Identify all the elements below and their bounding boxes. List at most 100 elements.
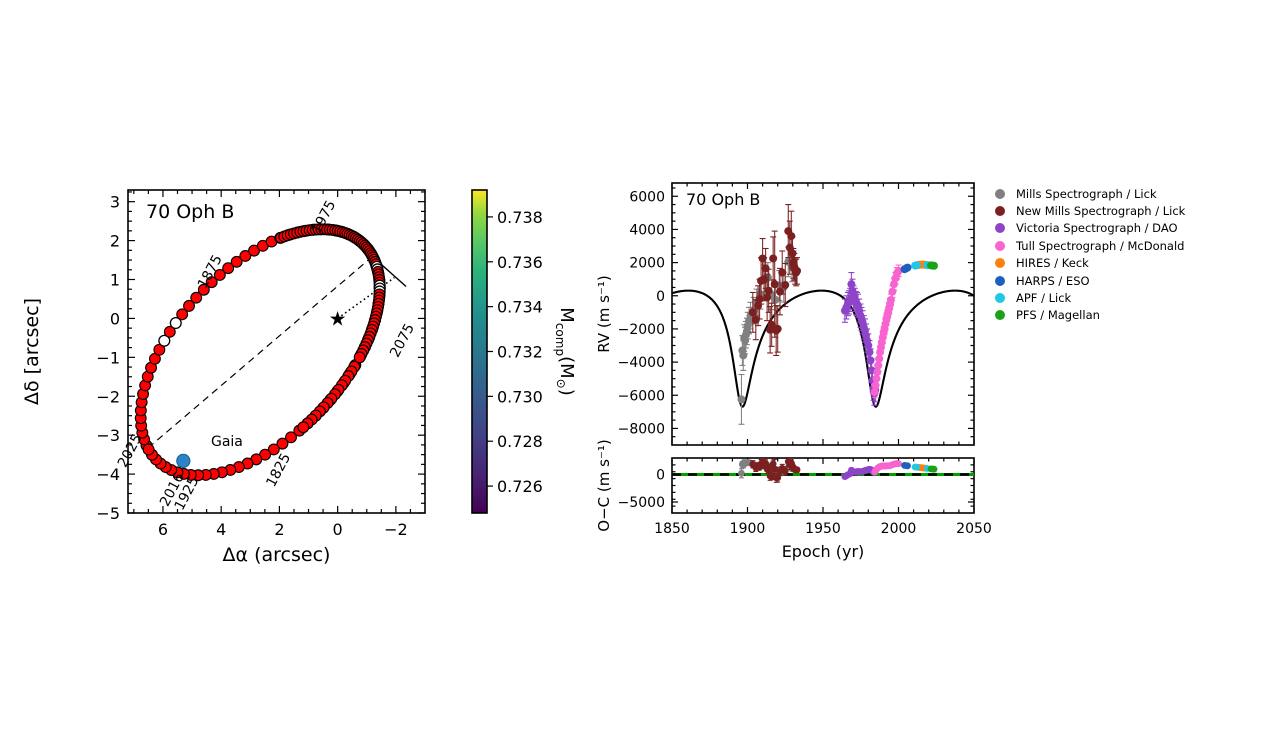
astrometry-data-point (205, 276, 218, 289)
rv-data-point (737, 395, 746, 404)
oc-xtick-label: 1850 (654, 521, 690, 537)
legend-item-label: Tull Spectrograph / McDonald (1016, 238, 1185, 253)
legend-item: Tull Spectrograph / McDonald (995, 237, 1255, 254)
rv-data-point (787, 232, 796, 241)
rv-data-point (773, 324, 782, 333)
astrometry-data-point (222, 262, 235, 275)
legend-color-swatch (995, 188, 1005, 199)
rv-data-point (870, 387, 879, 396)
oc-xtick-label: 1900 (730, 521, 766, 537)
predicted-position-marker (158, 334, 171, 347)
orbit-ytick-label: 2 (110, 232, 120, 251)
orbit-ytick-label: −1 (96, 348, 120, 367)
legend-item-label: HIRES / Keck (1016, 256, 1089, 271)
rv-data-point (929, 261, 938, 270)
oc-data-point (765, 465, 773, 472)
legend-color-swatch (995, 275, 1005, 286)
astrometric-orbit-panel: 6 4 2 0 −2 3 2 1 0 −1 −2 −3 −4 −5 Δα (arcsec) Δδ [arcse… (21, 189, 426, 566)
legend-color-swatch (995, 293, 1005, 304)
rv-data-point (771, 295, 780, 304)
rv-data-point (874, 361, 883, 370)
oc-xtick-label: 2050 (956, 521, 992, 537)
radial-velocity-panel: 6000 4000 2000 0 −2000 −4000 −6000 −8000 0 −5000 1… (595, 182, 992, 561)
legend-item: HIRES / Keck (995, 255, 1255, 272)
orbit-xaxis-label: Δα (arcsec) (223, 544, 331, 566)
legend-item: Mills Spectrograph / Lick (995, 185, 1255, 202)
astrometry-data-point (297, 421, 310, 434)
orbit-ytick-label: −4 (96, 465, 120, 484)
legend-item-label: Victoria Spectrograph / DAO (1016, 221, 1178, 236)
astrometry-data-point (190, 291, 203, 304)
rv-model-curve (672, 289, 974, 408)
orbit-panel-title: 70 Oph B (146, 201, 234, 223)
orbit-ytick-label: 0 (110, 309, 120, 328)
orbit-ytick-label: −3 (96, 426, 120, 445)
rv-ytick-label: −6000 (618, 388, 665, 404)
rv-data-point (793, 266, 802, 275)
oc-residual-points (738, 458, 938, 483)
rv-ytick-label: 4000 (629, 222, 665, 238)
astrometry-data-point (183, 299, 195, 312)
svg-text:Mcomp(M⊙): Mcomp(M⊙) (553, 307, 577, 395)
rv-panel-title: 70 Oph B (686, 190, 760, 209)
oc-data-point (771, 465, 779, 473)
oc-data-point (895, 460, 902, 468)
astrometry-data-point (176, 308, 189, 321)
orbit-xtick-label: 2 (274, 520, 284, 539)
colorbar-tick-label: 0.730 (497, 387, 543, 406)
colorbar-axis-label: Mcomp(M⊙) (553, 307, 577, 395)
colorbar-tick-label: 0.732 (497, 343, 543, 362)
rv-data-point (778, 268, 787, 277)
rv-data-point (763, 293, 772, 302)
orbit-xtick-label: −2 (384, 520, 408, 539)
legend-color-swatch (995, 240, 1005, 251)
rv-data-point (767, 320, 776, 329)
rv-ytick-label: 6000 (629, 189, 665, 205)
rv-data-point (769, 254, 778, 263)
orbit-xtick-label: 6 (158, 520, 168, 539)
astrometry-data-point (163, 325, 176, 338)
rv-data-point (866, 356, 875, 365)
astrometry-data-point (230, 255, 243, 268)
legend-item: APF / Lick (995, 289, 1255, 306)
oc-xtick-label: 2000 (881, 521, 917, 537)
legend-color-swatch (995, 310, 1005, 321)
oc-data-point (930, 465, 938, 473)
astrometry-data-point (239, 250, 252, 262)
rv-data-point (888, 287, 897, 296)
colorbar-tick-label: 0.734 (497, 298, 543, 317)
astrometry-data-point (285, 431, 297, 444)
orbit-xtick-label: 0 (333, 520, 343, 539)
rv-data-point (764, 286, 773, 295)
legend-item: Victoria Spectrograph / DAO (995, 220, 1255, 237)
line-of-nodes (147, 255, 373, 449)
rv-ytick-label: −8000 (618, 421, 665, 437)
orbit-ytick-label: 3 (110, 193, 120, 212)
colorbar-tick-label: 0.728 (497, 432, 543, 451)
rv-data-point (755, 295, 764, 304)
oc-data-point (904, 462, 911, 470)
rv-plot-frame (671, 182, 975, 446)
colorbar-tick-label: 0.736 (497, 253, 543, 272)
rv-data-point (739, 351, 748, 360)
oc-data-point (913, 463, 921, 471)
colorbar-tick-label: 0.738 (497, 208, 543, 227)
rv-data-point (875, 354, 884, 363)
legend-color-swatch (995, 258, 1005, 269)
legend-color-swatch (995, 206, 1005, 217)
oc-yaxis-label: O−C (m s⁻¹) (595, 439, 613, 531)
legend-item-label: HARPS / ESO (1016, 273, 1090, 288)
astrometry-data-point (353, 351, 366, 364)
orbit-ytick-label: −5 (96, 504, 120, 523)
astrometry-data-point (267, 443, 280, 456)
oc-ytick-label: 0 (656, 468, 665, 484)
astrometry-data-point (197, 283, 210, 296)
gaia-data-point (176, 453, 191, 468)
colorbar-tick-label: 0.726 (497, 477, 543, 496)
orbit-yaxis-label: Δδ [arcsec] (21, 298, 43, 405)
primary-star-marker: ★ (329, 306, 347, 330)
oc-xaxis-label: Epoch (yr) (782, 542, 865, 561)
legend-item: HARPS / ESO (995, 272, 1255, 289)
rv-data-point (781, 280, 790, 289)
